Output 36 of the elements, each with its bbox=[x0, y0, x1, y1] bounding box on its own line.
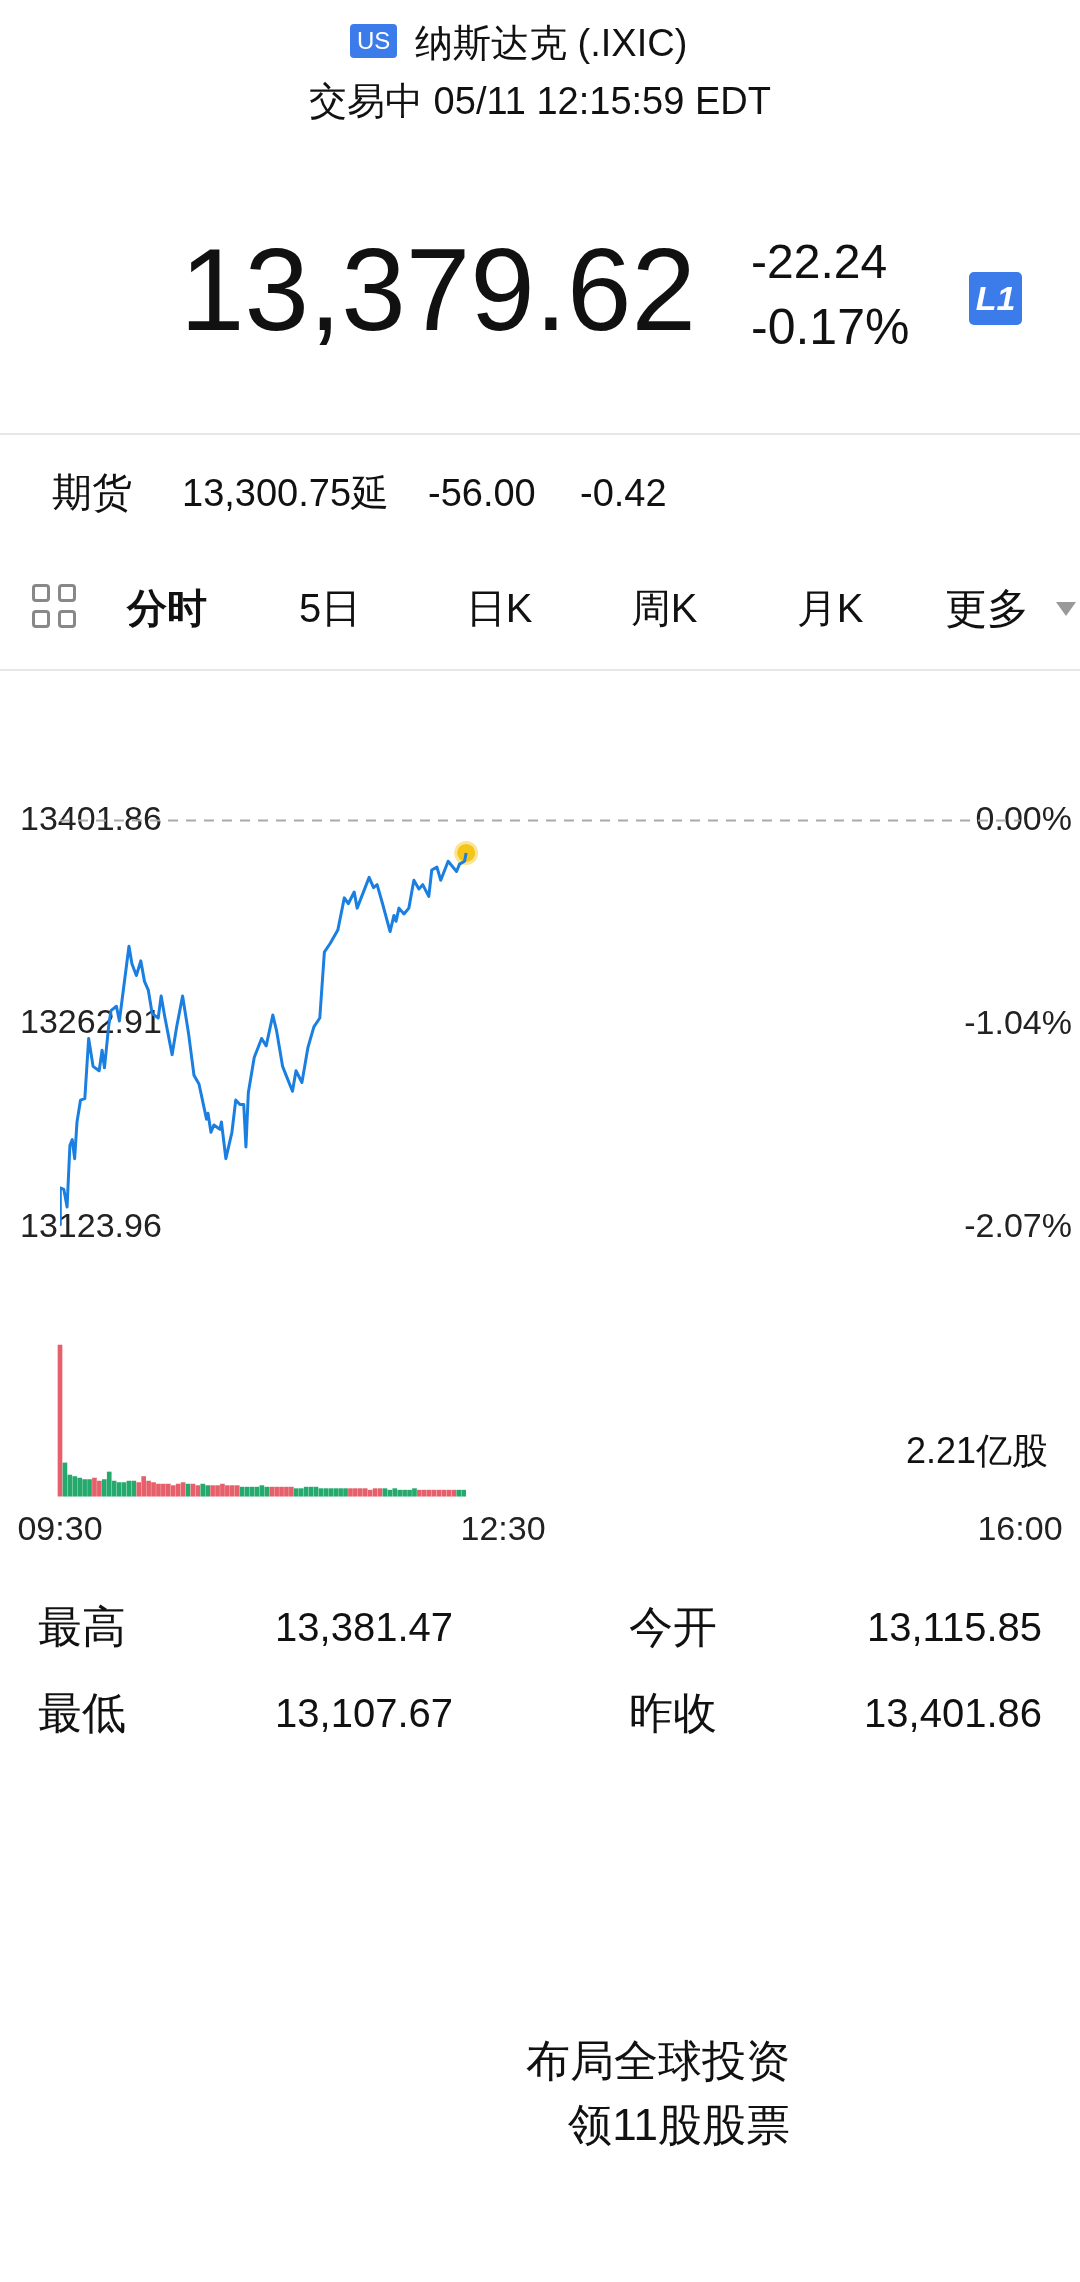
text: -22.24 bbox=[751, 235, 888, 288]
text: L1 bbox=[969, 272, 1022, 325]
text: 5日 bbox=[297, 586, 363, 630]
x-tick-label: 16:00 bbox=[977, 1508, 1063, 1547]
chart-title: 纳斯达克 (.IXIC) bbox=[415, 22, 688, 64]
text: 最低 bbox=[38, 1688, 126, 1737]
text: 13,379.62 bbox=[180, 225, 697, 355]
text: -56.00 bbox=[428, 472, 536, 514]
text: 13,381.47 bbox=[275, 1605, 453, 1649]
text: 更多 bbox=[944, 585, 1030, 632]
text: 13,300.75延 bbox=[182, 472, 390, 514]
chart-subtitle: 交易中 05/11 12:15:59 EDT bbox=[308, 80, 772, 122]
x-tick-label: 09:30 bbox=[17, 1508, 103, 1547]
y2-tick-label: 0.00% bbox=[975, 798, 1072, 837]
text: US bbox=[350, 24, 398, 58]
x-tick-label: 12:30 bbox=[460, 1508, 546, 1547]
text: 13,115.85 bbox=[867, 1605, 1042, 1649]
text: 13,401.86 bbox=[864, 1691, 1042, 1735]
text: 13,107.67 bbox=[275, 1691, 453, 1735]
y-tick-label: 13123.96 bbox=[20, 1205, 162, 1244]
text: 最高 bbox=[38, 1602, 126, 1651]
y2-tick-label: -1.04% bbox=[964, 1003, 1072, 1042]
text: 领11股股票 bbox=[567, 2100, 790, 2149]
text: 今开 bbox=[629, 1602, 717, 1651]
y-tick-label: 13401.86 bbox=[20, 798, 162, 837]
text: 分时 bbox=[125, 586, 208, 630]
text: -0.42 bbox=[580, 472, 667, 514]
text: 期货 bbox=[52, 470, 132, 514]
text: 日K bbox=[464, 586, 534, 630]
text: 布局全球投资 bbox=[525, 2036, 790, 2085]
text: -0.17% bbox=[751, 299, 910, 355]
text: 月K bbox=[795, 586, 865, 630]
y2-tick-label: -2.07% bbox=[964, 1205, 1072, 1244]
text: 周K bbox=[629, 586, 699, 630]
text: 昨收 bbox=[629, 1688, 717, 1737]
annotation: 2.21亿股 bbox=[904, 1430, 1048, 1471]
